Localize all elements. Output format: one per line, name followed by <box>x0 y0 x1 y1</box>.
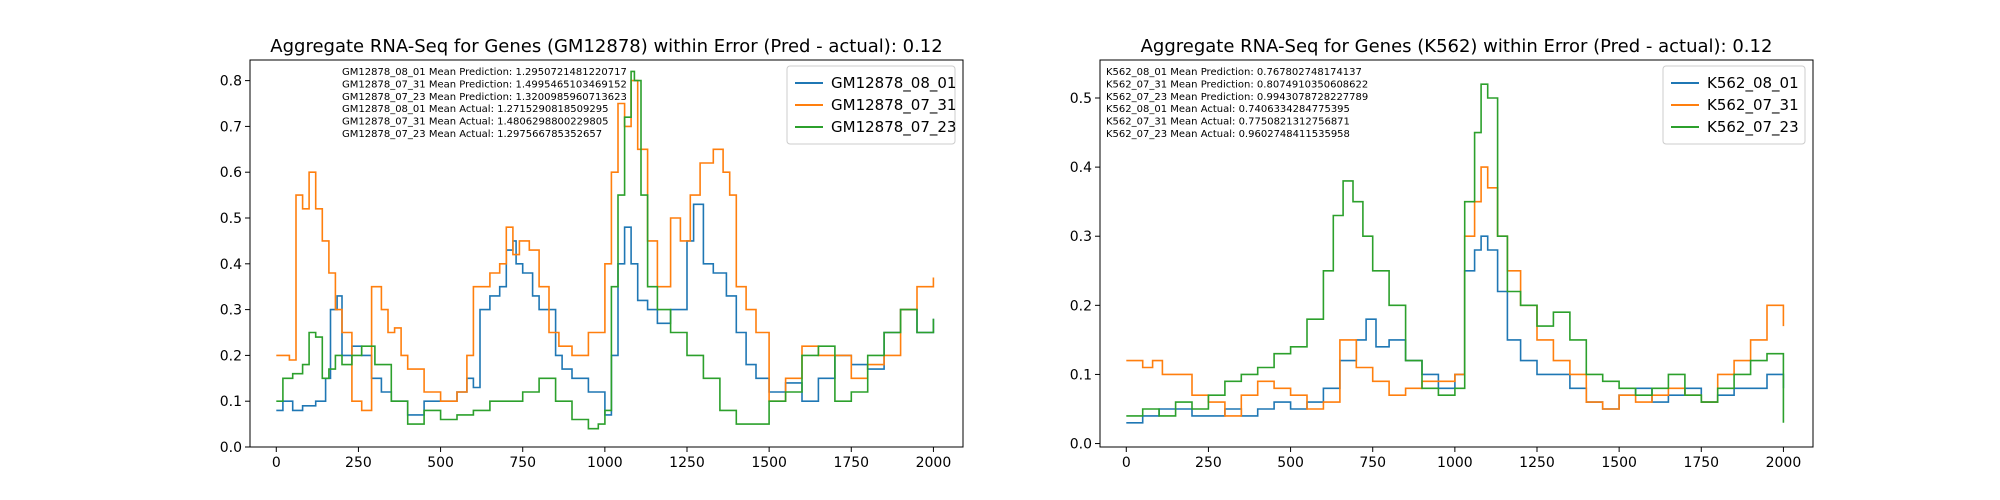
annotation-line: GM12878_07_23 Mean Prediction: 1.3200985… <box>342 92 627 103</box>
annotation-line: K562_07_23 Mean Actual: 0.96027484115359… <box>1106 129 1350 140</box>
chart-1: Aggregate RNA-Seq for Genes (GM12878) wi… <box>220 36 964 471</box>
legend-label: GM12878_07_23 <box>831 118 956 137</box>
legend-label: K562_08_01 <box>1707 74 1799 93</box>
series-line-GM12878_07_31 <box>276 79 935 412</box>
x-tick-label: 2000 <box>1766 455 1802 471</box>
series-line-K562_07_23 <box>1126 83 1785 423</box>
y-tick-label: 0.7 <box>220 119 242 135</box>
x-tick-label: 750 <box>509 455 536 471</box>
legend-label: GM12878_08_01 <box>831 74 956 93</box>
y-tick-label: 0.5 <box>220 211 242 227</box>
y-tick-label: 0.3 <box>1070 229 1092 245</box>
x-tick-label: 1250 <box>1519 455 1555 471</box>
x-tick-label: 500 <box>427 455 454 471</box>
x-tick-label: 0 <box>1122 455 1131 471</box>
legend-box <box>786 65 956 145</box>
y-tick-label: 0.4 <box>1070 160 1092 176</box>
y-tick-label: 0.1 <box>220 394 242 410</box>
annotation-line: GM12878_08_01 Mean Prediction: 1.2950721… <box>342 67 627 78</box>
y-tick-label: 0.1 <box>1070 367 1092 383</box>
annotation-line: K562_07_31 Mean Prediction: 0.8074910350… <box>1106 79 1368 90</box>
legend-label: K562_07_23 <box>1707 118 1799 137</box>
chart-2: Aggregate RNA-Seq for Genes (K562) withi… <box>1070 36 1814 471</box>
annotation-line: GM12878_07_31 Mean Prediction: 1.4995465… <box>342 79 627 90</box>
y-tick-label: 0.5 <box>1070 91 1092 107</box>
x-tick-label: 750 <box>1359 455 1386 471</box>
x-tick-label: 250 <box>1195 455 1222 471</box>
legend-label: K562_07_31 <box>1707 96 1799 115</box>
y-tick-label: 0.0 <box>1070 437 1092 453</box>
x-tick-label: 500 <box>1277 455 1304 471</box>
y-tick-label: 0.8 <box>220 74 242 90</box>
annotation-line: GM12878_07_31 Mean Actual: 1.48062988002… <box>342 117 608 128</box>
y-tick-label: 0.2 <box>1070 298 1092 314</box>
annotation-line: GM12878_07_23 Mean Actual: 1.29756678535… <box>342 129 602 140</box>
chart-title: Aggregate RNA-Seq for Genes (K562) withi… <box>1141 36 1773 57</box>
y-tick-label: 0.3 <box>220 303 242 319</box>
series-line-GM12878_07_23 <box>276 70 935 430</box>
legend: K562_08_01 K562_07_31 K562_07_23 <box>1662 65 1806 145</box>
y-tick-label: 0.4 <box>220 257 242 273</box>
plot-frame <box>249 59 964 448</box>
legend-box <box>1662 65 1806 145</box>
y-tick-label: 0.2 <box>220 348 242 364</box>
x-tick-label: 1750 <box>1683 455 1719 471</box>
x-tick-label: 1250 <box>669 455 705 471</box>
series-line-K562_07_31 <box>1126 166 1785 417</box>
x-tick-label: 1500 <box>751 455 787 471</box>
x-tick-label: 1500 <box>1601 455 1637 471</box>
plot-frame <box>1099 59 1814 448</box>
annotation-line: K562_07_31 Mean Actual: 0.77508213127568… <box>1106 117 1350 128</box>
legend: GM12878_08_01 GM12878_07_31 GM12878_07_23 <box>786 65 956 145</box>
annotation-line: K562_08_01 Mean Prediction: 0.7678027481… <box>1106 67 1362 78</box>
y-tick-label: 0.6 <box>220 165 242 181</box>
annotation-line: K562_08_01 Mean Actual: 0.74063342847753… <box>1106 104 1350 115</box>
annotation-line: GM12878_08_01 Mean Actual: 1.27152908185… <box>342 104 608 115</box>
legend-label: GM12878_07_31 <box>831 96 956 115</box>
annotation-line: K562_07_23 Mean Prediction: 0.9943078728… <box>1106 92 1368 103</box>
y-tick-label: 0.0 <box>220 440 242 456</box>
x-tick-label: 1750 <box>833 455 869 471</box>
x-tick-label: 0 <box>272 455 281 471</box>
chart-title: Aggregate RNA-Seq for Genes (GM12878) wi… <box>270 36 942 57</box>
x-tick-label: 250 <box>345 455 372 471</box>
x-tick-label: 1000 <box>1437 455 1473 471</box>
x-tick-label: 2000 <box>916 455 952 471</box>
x-tick-label: 1000 <box>587 455 623 471</box>
